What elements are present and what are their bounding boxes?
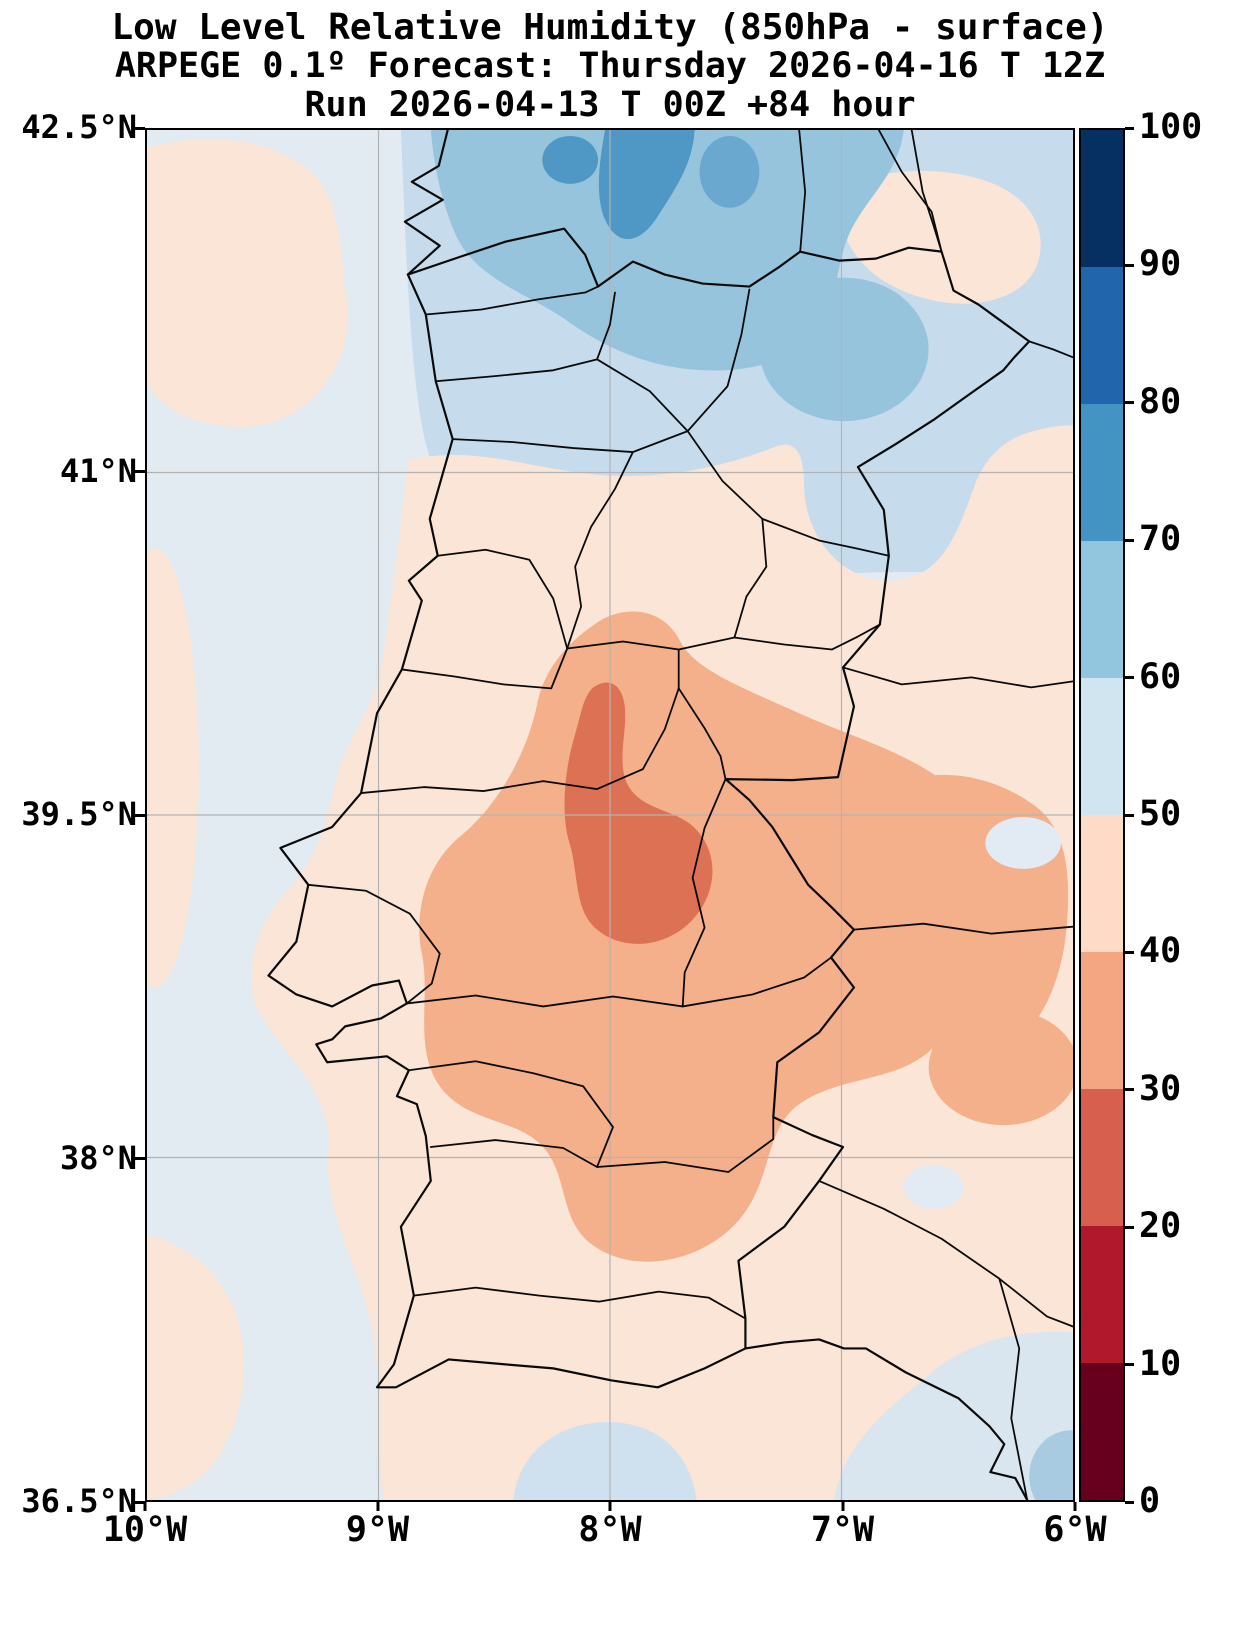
- colorbar-segment: [1081, 541, 1123, 678]
- colorbar-tick-label: 90: [1139, 244, 1182, 285]
- gridlines: [147, 130, 1073, 1500]
- colorbar-tick-label: 80: [1139, 381, 1182, 422]
- y-tick-mark: [135, 1500, 145, 1504]
- colorbar-tick-label: 10: [1139, 1343, 1182, 1384]
- x-tick-mark: [376, 1502, 379, 1511]
- x-tick-label: 6°W: [1043, 1510, 1107, 1550]
- coastline: [267, 130, 1029, 1500]
- colorbar-tick-label: 70: [1139, 519, 1182, 560]
- colorbar-tick-mark: [1125, 126, 1134, 130]
- pt-es-border: [406, 227, 1031, 1350]
- map-plot-area: [145, 128, 1075, 1502]
- colorbar-segment: [1081, 404, 1123, 541]
- colorbar-tick-mark: [1125, 401, 1134, 405]
- colorbar-tick-mark: [1125, 1500, 1134, 1504]
- title-block: Low Level Relative Humidity (850hPa - su…: [0, 8, 1220, 125]
- colorbar-segment: [1081, 1226, 1123, 1363]
- colorbar-tick-mark: [1125, 263, 1134, 267]
- colorbar-tick-label: 40: [1139, 931, 1182, 972]
- x-tick-label: 10°W: [102, 1510, 188, 1550]
- colorbar-segment: [1081, 130, 1123, 267]
- y-tick-mark: [135, 470, 145, 473]
- colorbar-tick-mark: [1125, 1088, 1134, 1092]
- colorbar-tick-label: 20: [1139, 1206, 1182, 1247]
- y-tick-label: 39.5°N: [21, 795, 137, 834]
- colorbar-tick-mark: [1125, 676, 1134, 680]
- spanish-province-borders: [798, 130, 1073, 1500]
- y-tick-label: 38°N: [59, 1138, 137, 1177]
- humidity-field: [147, 130, 1073, 1500]
- colorbar-tick-mark: [1125, 950, 1134, 954]
- colorbar-segment: [1081, 678, 1123, 815]
- x-tick-mark: [608, 1502, 612, 1511]
- x-tick-label: 9°W: [345, 1510, 410, 1550]
- map-canvas: [147, 130, 1073, 1500]
- title-line-2: ARPEGE 0.1º Forecast: Thursday 2026-04-1…: [114, 46, 1106, 86]
- colorbar-segment: [1081, 1363, 1123, 1500]
- x-tick-label: 8°W: [578, 1510, 642, 1550]
- title-line-3: Run 2026-04-13 T 00Z +84 hour: [304, 85, 916, 125]
- y-tick-mark: [135, 126, 145, 130]
- colorbar-tick-mark: [1125, 1363, 1134, 1367]
- colorbar-tick-label: 30: [1139, 1068, 1182, 1109]
- title-line-1: Low Level Relative Humidity (850hPa - su…: [111, 7, 1109, 48]
- district-borders: [307, 285, 890, 1320]
- colorbar-tick-label: 0: [1139, 1481, 1161, 1522]
- x-tick-mark: [143, 1502, 147, 1511]
- x-tick-mark: [1073, 1502, 1077, 1511]
- y-tick-label: 42.5°N: [21, 108, 137, 147]
- x-tick-mark: [841, 1502, 844, 1511]
- y-tick-label: 36.5°N: [21, 1482, 137, 1521]
- country-borders: [267, 130, 1031, 1500]
- colorbar-tick-label: 100: [1139, 107, 1203, 148]
- y-tick-label: 41°N: [59, 451, 137, 490]
- colorbar-tick-mark: [1125, 1225, 1134, 1229]
- colorbar-segment: [1081, 815, 1123, 952]
- colorbar-segment: [1081, 1089, 1123, 1226]
- colorbar-segment: [1081, 267, 1123, 404]
- colorbar-segment: [1081, 952, 1123, 1089]
- colorbar-tick-mark: [1125, 813, 1134, 817]
- colorbar-tick-mark: [1125, 538, 1134, 542]
- y-tick-mark: [135, 813, 145, 817]
- y-tick-mark: [135, 1157, 145, 1160]
- colorbar: [1079, 128, 1125, 1502]
- x-tick-label: 7°W: [810, 1510, 875, 1550]
- colorbar-tick-label: 50: [1139, 794, 1182, 835]
- colorbar-tick-label: 60: [1139, 656, 1182, 697]
